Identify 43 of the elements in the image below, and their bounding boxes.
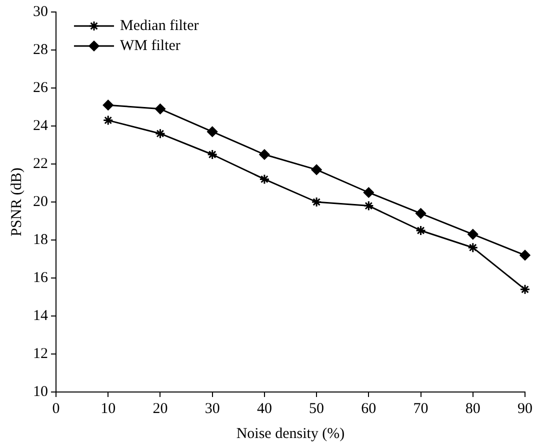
x-tick-label: 20 bbox=[152, 400, 168, 417]
y-tick-label: 26 bbox=[33, 80, 48, 96]
y-tick-label: 30 bbox=[33, 4, 48, 20]
point bbox=[259, 174, 270, 184]
point bbox=[207, 149, 218, 160]
y-tick-label: 24 bbox=[33, 118, 48, 134]
point bbox=[311, 196, 322, 208]
point bbox=[468, 229, 478, 240]
point bbox=[363, 200, 374, 212]
x-tick-label: 10 bbox=[100, 400, 116, 417]
y-tick-label: 22 bbox=[33, 156, 48, 172]
y-tick-label: 14 bbox=[33, 308, 48, 324]
legend-label: WM filter bbox=[120, 37, 180, 56]
y-tick-label: 10 bbox=[33, 384, 48, 400]
point bbox=[416, 225, 426, 236]
x-tick-label: 50 bbox=[309, 400, 324, 417]
point bbox=[102, 115, 114, 126]
y-axis-title: PSNR (dB) bbox=[8, 168, 25, 236]
point bbox=[102, 100, 114, 110]
x-tick-label: 90 bbox=[518, 400, 532, 417]
point bbox=[520, 250, 530, 260]
point bbox=[311, 164, 322, 175]
x-tick-label: 80 bbox=[465, 400, 480, 417]
point bbox=[416, 208, 426, 219]
x-tick-label: 60 bbox=[361, 400, 376, 417]
point bbox=[468, 242, 478, 253]
point bbox=[154, 128, 166, 139]
x-tick-label: 70 bbox=[413, 400, 428, 417]
x-tick-label: 30 bbox=[204, 400, 220, 417]
y-tick-label: 28 bbox=[33, 42, 48, 58]
point bbox=[259, 149, 270, 160]
point bbox=[520, 284, 530, 295]
y-tick-label: 12 bbox=[33, 346, 48, 362]
y-tick-label: 20 bbox=[33, 194, 48, 210]
x-tick-label: 0 bbox=[52, 400, 60, 417]
point bbox=[154, 104, 166, 114]
y-tick-label: 16 bbox=[33, 270, 48, 286]
x-axis-title: Noise density (%) bbox=[236, 426, 345, 442]
point bbox=[207, 126, 218, 137]
point bbox=[363, 187, 374, 198]
legend-label: Median filter bbox=[120, 17, 199, 36]
y-tick-label: 18 bbox=[33, 232, 48, 248]
x-tick-label: 40 bbox=[256, 400, 272, 417]
